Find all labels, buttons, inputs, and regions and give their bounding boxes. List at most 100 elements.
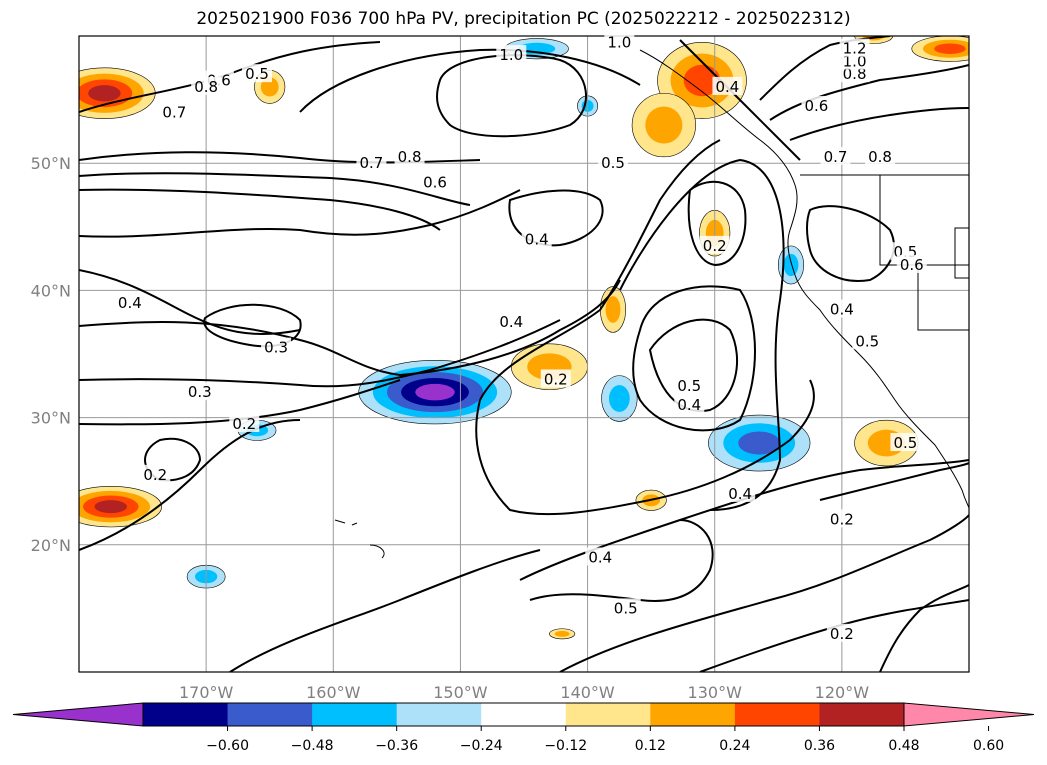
colorbar-tick-label: 0.24 <box>719 738 750 754</box>
contour-label: 0.2 <box>143 466 167 484</box>
contour-label-bg <box>191 76 222 95</box>
contour-label-bg <box>725 483 756 502</box>
contour-line <box>699 599 969 672</box>
contour-line <box>819 462 969 501</box>
contour-label: 0.4 <box>677 396 701 414</box>
contour-label-bg <box>496 312 527 331</box>
contour-line <box>79 319 561 388</box>
contour-line <box>79 188 441 231</box>
colorbar-segment <box>819 703 905 726</box>
map-frame <box>78 35 970 673</box>
colorbar-segment <box>734 703 820 726</box>
contour-label-bg <box>585 547 616 566</box>
shaded-region <box>683 64 721 97</box>
contour-label-bg <box>114 293 145 312</box>
contour-line <box>79 41 381 113</box>
contour-label: 0.4 <box>118 294 142 312</box>
colorbar-segment <box>650 703 736 726</box>
contour-label: 0.2 <box>830 510 854 528</box>
contour-label: 1.0 <box>607 33 631 51</box>
x-tick-label: 170°W <box>179 683 234 702</box>
contour-label: 0.5 <box>677 377 701 395</box>
colorbar-tick-label: 0.60 <box>973 738 1004 754</box>
contour-label-bg <box>826 299 857 318</box>
contour-label: 0.4 <box>715 78 739 96</box>
contour-label-bg <box>699 235 730 254</box>
colorbar-tick-label: −0.24 <box>460 738 503 754</box>
contour-label: 0.3 <box>264 339 288 357</box>
y-tick-label: 20°N <box>31 536 71 555</box>
colorbar-tick-label: 0.12 <box>635 738 666 754</box>
contour-label: 0.2 <box>703 237 727 255</box>
contour-label-bg <box>540 369 571 388</box>
contour-label: 0.4 <box>588 549 612 567</box>
colorbar-tick-label: 0.36 <box>804 738 835 754</box>
contour-line <box>479 139 721 401</box>
contour-label-bg <box>852 331 883 350</box>
colorbar-tick-label: −0.60 <box>206 738 249 754</box>
contour-label-bg <box>184 382 215 401</box>
contour-label: 0.7 <box>162 103 186 121</box>
contour-label: 0.4 <box>830 300 854 318</box>
contour-label: 0.8 <box>194 78 218 96</box>
contour-label-bg <box>839 38 870 57</box>
x-tick-label: 130°W <box>688 683 743 702</box>
colorbar-segment <box>396 703 482 726</box>
contour-label-bg <box>826 509 857 528</box>
colorbar-extend-low <box>12 702 144 727</box>
coastlines <box>334 49 969 559</box>
y-tick-label: 50°N <box>31 154 71 173</box>
contour-label: 0.6 <box>900 256 924 274</box>
contour-label-bg <box>674 394 705 413</box>
shaded-region <box>88 85 121 102</box>
contour-label-bg <box>604 32 635 51</box>
contour-label-bg <box>801 95 832 114</box>
contour-line <box>79 279 621 377</box>
contour-label: 0.5 <box>855 332 879 350</box>
contour-label-bg <box>890 433 921 452</box>
contour-label: 1.0 <box>499 46 523 64</box>
contour-label-bg <box>420 172 450 191</box>
x-tick-label: 160°W <box>306 683 361 702</box>
shaded-region <box>554 630 570 637</box>
contour-line <box>789 107 969 141</box>
contour-label-bg <box>896 254 927 273</box>
contour-label-bg <box>674 375 705 394</box>
x-tick-label: 120°W <box>815 683 870 702</box>
colorbar-frame <box>142 702 905 727</box>
contour-label: 0.6 <box>423 173 447 191</box>
shaded-region <box>783 253 799 277</box>
contour-label-bg <box>521 229 552 248</box>
contour-line <box>619 158 785 511</box>
contour-line <box>299 48 641 113</box>
contour-label: 0.4 <box>525 231 549 249</box>
colorbar-tick-label: −0.12 <box>544 738 587 754</box>
contour-label-bg <box>140 464 171 483</box>
contour-label: 1.0 <box>843 52 867 70</box>
contour-label-bg <box>610 598 641 617</box>
colorbar-segment <box>481 703 567 726</box>
contour-line <box>79 189 521 238</box>
contour-line <box>769 64 969 121</box>
contour-label-bg <box>820 146 851 165</box>
colorbar-extend-high <box>903 702 1035 727</box>
contour-label-bg <box>356 153 387 172</box>
contour-line <box>687 180 747 267</box>
islands <box>334 519 385 559</box>
shaded-region <box>605 296 621 323</box>
contour-line <box>529 519 714 602</box>
contour-label: 0.2 <box>544 370 568 388</box>
colorbar-tick-label: −0.36 <box>375 738 418 754</box>
contour-label: 0.5 <box>601 154 625 172</box>
contour-label: 0.6 <box>804 97 828 115</box>
contour-label: 0.3 <box>188 383 212 401</box>
contour-label: 0.8 <box>868 148 892 166</box>
contour-line <box>79 419 301 551</box>
north-america-coast <box>639 49 969 509</box>
contour-line <box>806 205 895 282</box>
contour-label-bg <box>826 623 857 642</box>
x-tick-label: 140°W <box>560 683 615 702</box>
contour-line <box>203 303 302 348</box>
contour-label-bg <box>712 76 743 95</box>
contour-label-bg <box>261 337 292 356</box>
